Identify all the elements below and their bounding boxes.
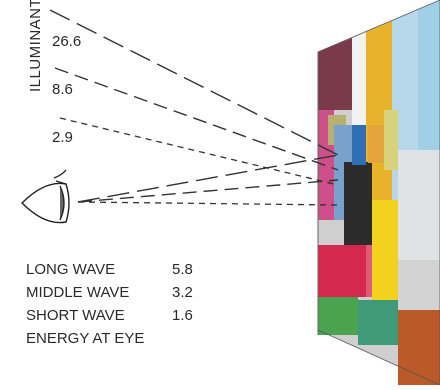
energy-caption: ENERGY AT EYE — [26, 330, 144, 347]
eye-ray-long — [77, 154, 339, 203]
patch-yellow-green — [384, 110, 398, 170]
mondrian-panel — [317, 0, 440, 386]
energy-row-value: 1.6 — [172, 307, 193, 324]
illuminant-ray-8-6 — [54, 67, 339, 171]
energy-row-label: LONG WAVE — [26, 261, 115, 278]
energy-row-label: SHORT WAVE — [26, 307, 125, 324]
illuminant-value-8-6: 8.6 — [52, 81, 73, 98]
patch-black — [344, 162, 372, 252]
illuminant-rays — [49, 9, 339, 186]
illuminant-axis-label: ILLUMINANT — [27, 0, 44, 92]
energy-table: LONG WAVE 5.8 MIDDLE WAVE 3.2 SHORT WAVE… — [26, 261, 193, 347]
patch-blue-mid — [352, 125, 366, 165]
eye-ray-middle — [77, 179, 339, 203]
patch-crimson — [318, 245, 366, 297]
energy-row-value: 3.2 — [172, 284, 193, 301]
illuminant-ray-2-9 — [59, 117, 339, 186]
patch-grey-low — [398, 260, 440, 310]
patch-green — [318, 297, 358, 335]
patch-dark-red — [318, 38, 352, 110]
illuminant-value-2-9: 2.9 — [52, 129, 73, 146]
patch-rust — [398, 310, 440, 385]
patch-teal — [358, 300, 398, 345]
eye-ray-short — [77, 201, 339, 206]
reflected-rays — [77, 154, 339, 206]
energy-row-value: 5.8 — [172, 261, 193, 278]
patch-white — [352, 32, 366, 125]
patch-tan — [368, 125, 386, 163]
energy-row-label: MIDDLE WAVE — [26, 284, 129, 301]
illuminant-value-26-6: 26.6 — [52, 33, 81, 50]
patch-pale-grey — [398, 150, 440, 260]
patch-sky — [418, 0, 440, 150]
illuminant-ray-26-6 — [49, 9, 339, 156]
eye-icon — [21, 169, 70, 224]
